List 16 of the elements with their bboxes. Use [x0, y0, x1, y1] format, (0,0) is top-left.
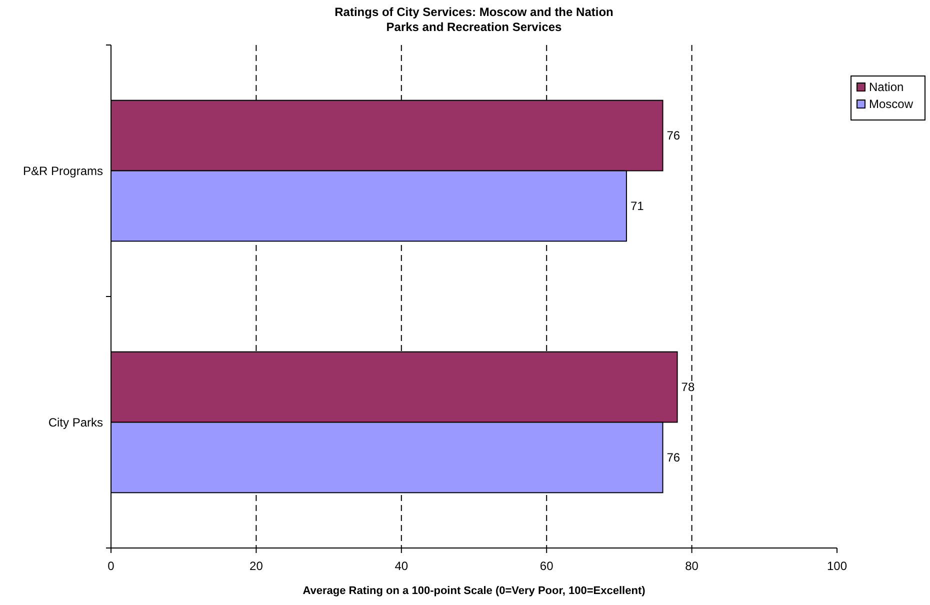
x-tick-label: 100 [826, 559, 848, 573]
x-tick-label: 20 [250, 559, 264, 573]
y-tick-label: P&R Programs [22, 164, 103, 178]
x-tick-label: 0 [108, 559, 115, 573]
x-tick-label: 40 [394, 559, 408, 573]
chart-subtitle: Parks and Recreation Services [386, 20, 562, 34]
x-axis-title: Average Rating on a 100-point Scale (0=Very Poor, 100=Excellent) [302, 585, 646, 597]
data-label: 76 [666, 450, 680, 465]
chart-title: Ratings of City Services: Moscow and the Nation [334, 5, 614, 19]
data-label: 71 [630, 199, 644, 214]
x-tick-label: 60 [540, 559, 554, 573]
legend-label: Moscow [869, 97, 914, 112]
legend-label: Nation [869, 80, 904, 94]
y-tick-label: City Parks [48, 415, 103, 430]
x-tick-label: 80 [685, 559, 699, 573]
data-label: 76 [666, 128, 680, 143]
